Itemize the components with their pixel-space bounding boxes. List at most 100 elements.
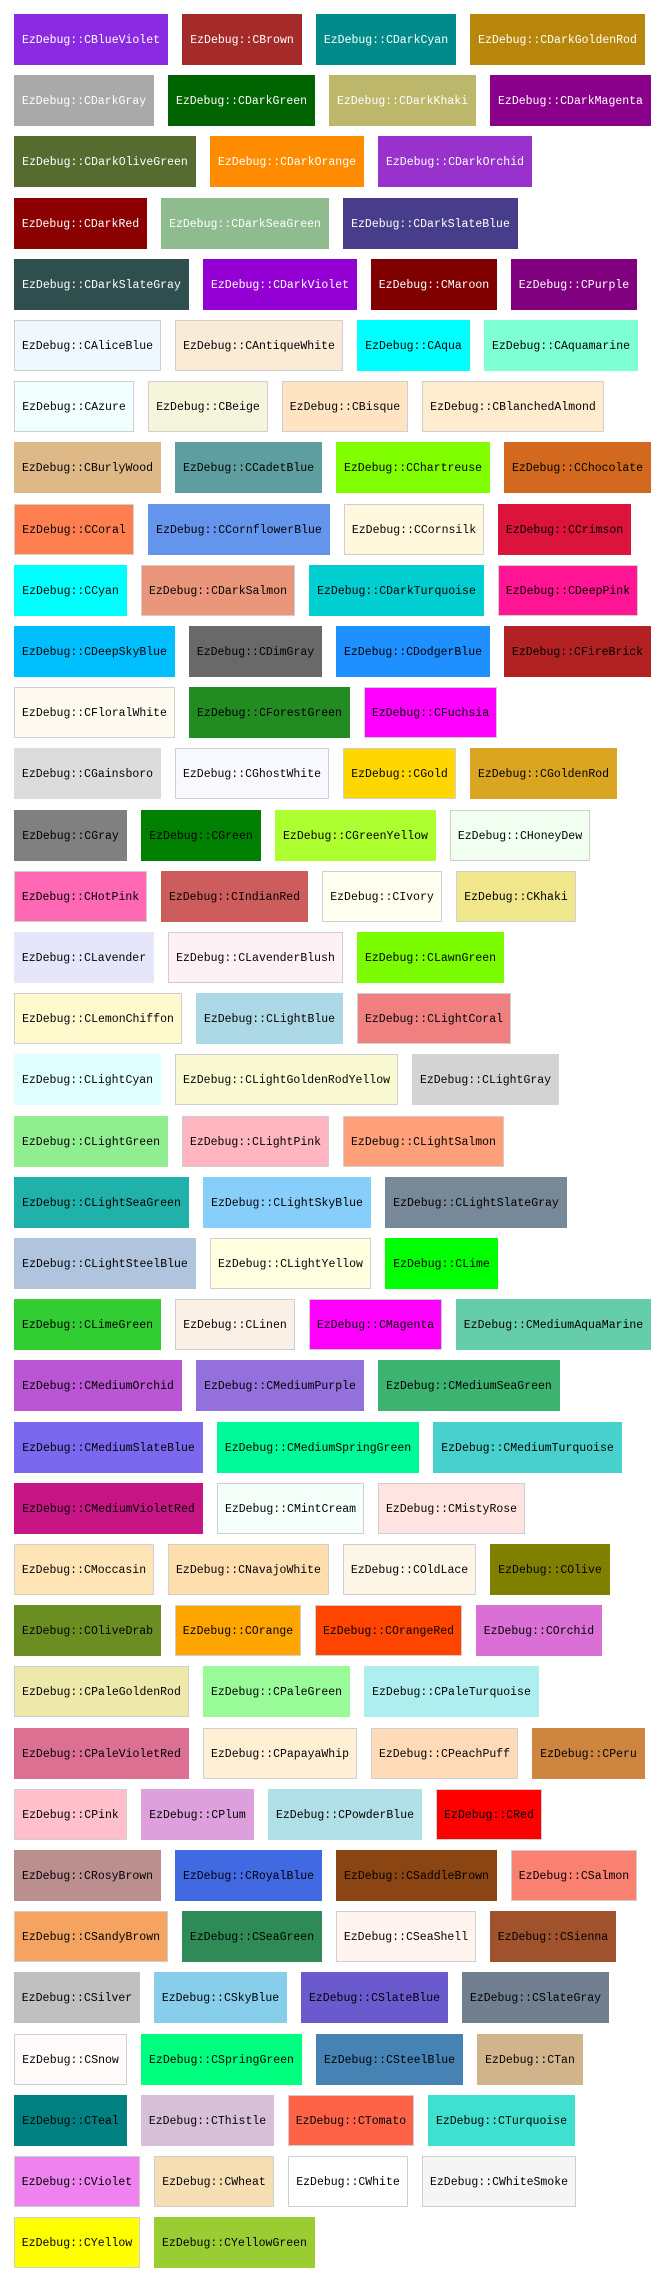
color-swatch-springgreen: EzDebug::CSpringGreen <box>141 2034 302 2085</box>
color-swatch-pink: EzDebug::CPink <box>14 1789 127 1840</box>
color-swatch-whitesmoke: EzDebug::CWhiteSmoke <box>422 2156 576 2207</box>
color-swatch-rosybrown: EzDebug::CRosyBrown <box>14 1850 161 1901</box>
color-swatch-darkcyan: EzDebug::CDarkCyan <box>316 14 456 65</box>
color-swatch-mediumseagreen: EzDebug::CMediumSeaGreen <box>378 1360 560 1411</box>
color-swatch-violet: EzDebug::CViolet <box>14 2156 140 2207</box>
color-swatch-teal: EzDebug::CTeal <box>14 2095 127 2146</box>
color-swatch-maroon: EzDebug::CMaroon <box>371 259 497 310</box>
color-swatch-aquamarine: EzDebug::CAquamarine <box>484 320 638 371</box>
color-swatch-lightskyblue: EzDebug::CLightSkyBlue <box>203 1177 371 1228</box>
color-swatch-lightsteelblue: EzDebug::CLightSteelBlue <box>14 1238 196 1289</box>
color-swatch-lawngreen: EzDebug::CLawnGreen <box>357 932 504 983</box>
color-swatch-moccasin: EzDebug::CMoccasin <box>14 1544 154 1595</box>
color-swatch-lime: EzDebug::CLime <box>385 1238 498 1289</box>
color-swatch-greenyellow: EzDebug::CGreenYellow <box>275 810 436 861</box>
color-swatch-seashell: EzDebug::CSeaShell <box>336 1911 476 1962</box>
color-swatch-darkslateblue: EzDebug::CDarkSlateBlue <box>343 198 518 249</box>
color-swatch-honeydew: EzDebug::CHoneyDew <box>450 810 590 861</box>
color-swatch-linen: EzDebug::CLinen <box>175 1299 295 1350</box>
color-swatch-lightcoral: EzDebug::CLightCoral <box>357 993 511 1044</box>
color-swatch-slategray: EzDebug::CSlateGray <box>462 1972 609 2023</box>
color-swatch-green: EzDebug::CGreen <box>141 810 261 861</box>
color-swatch-magenta: EzDebug::CMagenta <box>309 1299 442 1350</box>
color-swatch-white: EzDebug::CWhite <box>288 2156 408 2207</box>
color-swatch-papayawhip: EzDebug::CPapayaWhip <box>203 1728 357 1779</box>
color-swatch-aqua: EzDebug::CAqua <box>357 320 470 371</box>
color-swatch-palegoldenrod: EzDebug::CPaleGoldenRod <box>14 1666 189 1717</box>
color-swatch-lightpink: EzDebug::CLightPink <box>182 1116 329 1167</box>
color-swatch-steelblue: EzDebug::CSteelBlue <box>316 2034 463 2085</box>
color-swatch-deepskyblue: EzDebug::CDeepSkyBlue <box>14 626 175 677</box>
color-swatch-paleturquoise: EzDebug::CPaleTurquoise <box>364 1666 539 1717</box>
color-swatch-snow: EzDebug::CSnow <box>14 2034 127 2085</box>
color-swatch-wheat: EzDebug::CWheat <box>154 2156 274 2207</box>
color-swatch-royalblue: EzDebug::CRoyalBlue <box>175 1850 322 1901</box>
color-swatch-lightslategray: EzDebug::CLightSlateGray <box>385 1177 567 1228</box>
color-swatch-firebrick: EzDebug::CFireBrick <box>504 626 651 677</box>
color-swatch-darkgray: EzDebug::CDarkGray <box>14 75 154 126</box>
color-swatch-darkred: EzDebug::CDarkRed <box>14 198 147 249</box>
color-swatch-sandybrown: EzDebug::CSandyBrown <box>14 1911 168 1962</box>
color-swatch-oldlace: EzDebug::COldLace <box>343 1544 476 1595</box>
color-swatch-burlywood: EzDebug::CBurlyWood <box>14 442 161 493</box>
color-swatch-mediumvioletred: EzDebug::CMediumVioletRed <box>14 1483 203 1534</box>
color-swatch-purple: EzDebug::CPurple <box>511 259 637 310</box>
color-swatch-darkgoldenrod: EzDebug::CDarkGoldenRod <box>470 14 645 65</box>
color-swatch-tomato: EzDebug::CTomato <box>288 2095 414 2146</box>
color-swatch-cyan: EzDebug::CCyan <box>14 565 127 616</box>
color-swatch-mediumslateblue: EzDebug::CMediumSlateBlue <box>14 1422 203 1473</box>
color-swatch-sienna: EzDebug::CSienna <box>490 1911 616 1962</box>
color-swatch-indianred: EzDebug::CIndianRed <box>161 871 308 922</box>
color-swatch-mintcream: EzDebug::CMintCream <box>217 1483 364 1534</box>
color-swatch-cornflowerblue: EzDebug::CCornflowerBlue <box>148 504 330 555</box>
color-swatch-dodgerblue: EzDebug::CDodgerBlue <box>336 626 490 677</box>
color-swatch-peru: EzDebug::CPeru <box>532 1728 645 1779</box>
color-swatch-lavenderblush: EzDebug::CLavenderBlush <box>168 932 343 983</box>
color-swatch-forestgreen: EzDebug::CForestGreen <box>189 687 350 738</box>
color-swatch-thistle: EzDebug::CThistle <box>141 2095 274 2146</box>
color-swatch-khaki: EzDebug::CKhaki <box>456 871 576 922</box>
color-swatch-powderblue: EzDebug::CPowderBlue <box>268 1789 422 1840</box>
color-swatch-deeppink: EzDebug::CDeepPink <box>498 565 638 616</box>
color-swatch-mediumpurple: EzDebug::CMediumPurple <box>196 1360 364 1411</box>
color-swatch-mediumaquamarine: EzDebug::CMediumAquaMarine <box>456 1299 651 1350</box>
color-swatch-navajowhite: EzDebug::CNavajoWhite <box>168 1544 329 1595</box>
color-swatch-yellowgreen: EzDebug::CYellowGreen <box>154 2217 315 2268</box>
color-swatch-mediumspringgreen: EzDebug::CMediumSpringGreen <box>217 1422 419 1473</box>
color-swatch-floralwhite: EzDebug::CFloralWhite <box>14 687 175 738</box>
color-swatch-plum: EzDebug::CPlum <box>141 1789 254 1840</box>
color-swatch-bisque: EzDebug::CBisque <box>282 381 408 432</box>
color-swatch-lightseagreen: EzDebug::CLightSeaGreen <box>14 1177 189 1228</box>
color-swatch-beige: EzDebug::CBeige <box>148 381 268 432</box>
color-swatch-ghostwhite: EzDebug::CGhostWhite <box>175 748 329 799</box>
color-swatch-salmon: EzDebug::CSalmon <box>511 1850 637 1901</box>
color-swatch-gainsboro: EzDebug::CGainsboro <box>14 748 161 799</box>
color-swatch-orchid: EzDebug::COrchid <box>476 1605 602 1656</box>
color-swatch-saddlebrown: EzDebug::CSaddleBrown <box>336 1850 497 1901</box>
color-swatch-brown: EzDebug::CBrown <box>182 14 302 65</box>
color-swatch-cadetblue: EzDebug::CCadetBlue <box>175 442 322 493</box>
color-swatch-darkseagreen: EzDebug::CDarkSeaGreen <box>161 198 329 249</box>
color-swatch-lightgray: EzDebug::CLightGray <box>412 1054 559 1105</box>
color-swatch-mediumorchid: EzDebug::CMediumOrchid <box>14 1360 182 1411</box>
color-swatch-lavender: EzDebug::CLavender <box>14 932 154 983</box>
color-swatch-blanchedalmond: EzDebug::CBlanchedAlmond <box>422 381 604 432</box>
color-swatch-dimgray: EzDebug::CDimGray <box>189 626 322 677</box>
color-swatch-lightyellow: EzDebug::CLightYellow <box>210 1238 371 1289</box>
color-swatch-mistyrose: EzDebug::CMistyRose <box>378 1483 525 1534</box>
color-swatch-orangered: EzDebug::COrangeRed <box>315 1605 462 1656</box>
color-swatch-mediumturquoise: EzDebug::CMediumTurquoise <box>433 1422 622 1473</box>
color-swatch-darkkhaki: EzDebug::CDarkKhaki <box>329 75 476 126</box>
color-swatch-palevioletred: EzDebug::CPaleVioletRed <box>14 1728 189 1779</box>
color-swatch-silver: EzDebug::CSilver <box>14 1972 140 2023</box>
color-swatch-antiquewhite: EzDebug::CAntiqueWhite <box>175 320 343 371</box>
color-swatch-chocolate: EzDebug::CChocolate <box>504 442 651 493</box>
color-swatch-orange: EzDebug::COrange <box>175 1605 301 1656</box>
color-swatch-limegreen: EzDebug::CLimeGreen <box>14 1299 161 1350</box>
color-swatch-darkmagenta: EzDebug::CDarkMagenta <box>490 75 651 126</box>
color-swatch-darkturquoise: EzDebug::CDarkTurquoise <box>309 565 484 616</box>
color-swatch-yellow: EzDebug::CYellow <box>14 2217 140 2268</box>
color-swatch-darkviolet: EzDebug::CDarkViolet <box>203 259 357 310</box>
color-swatch-lightgoldenrodyellow: EzDebug::CLightGoldenRodYellow <box>175 1054 398 1105</box>
color-swatch-red: EzDebug::CRed <box>436 1789 542 1840</box>
